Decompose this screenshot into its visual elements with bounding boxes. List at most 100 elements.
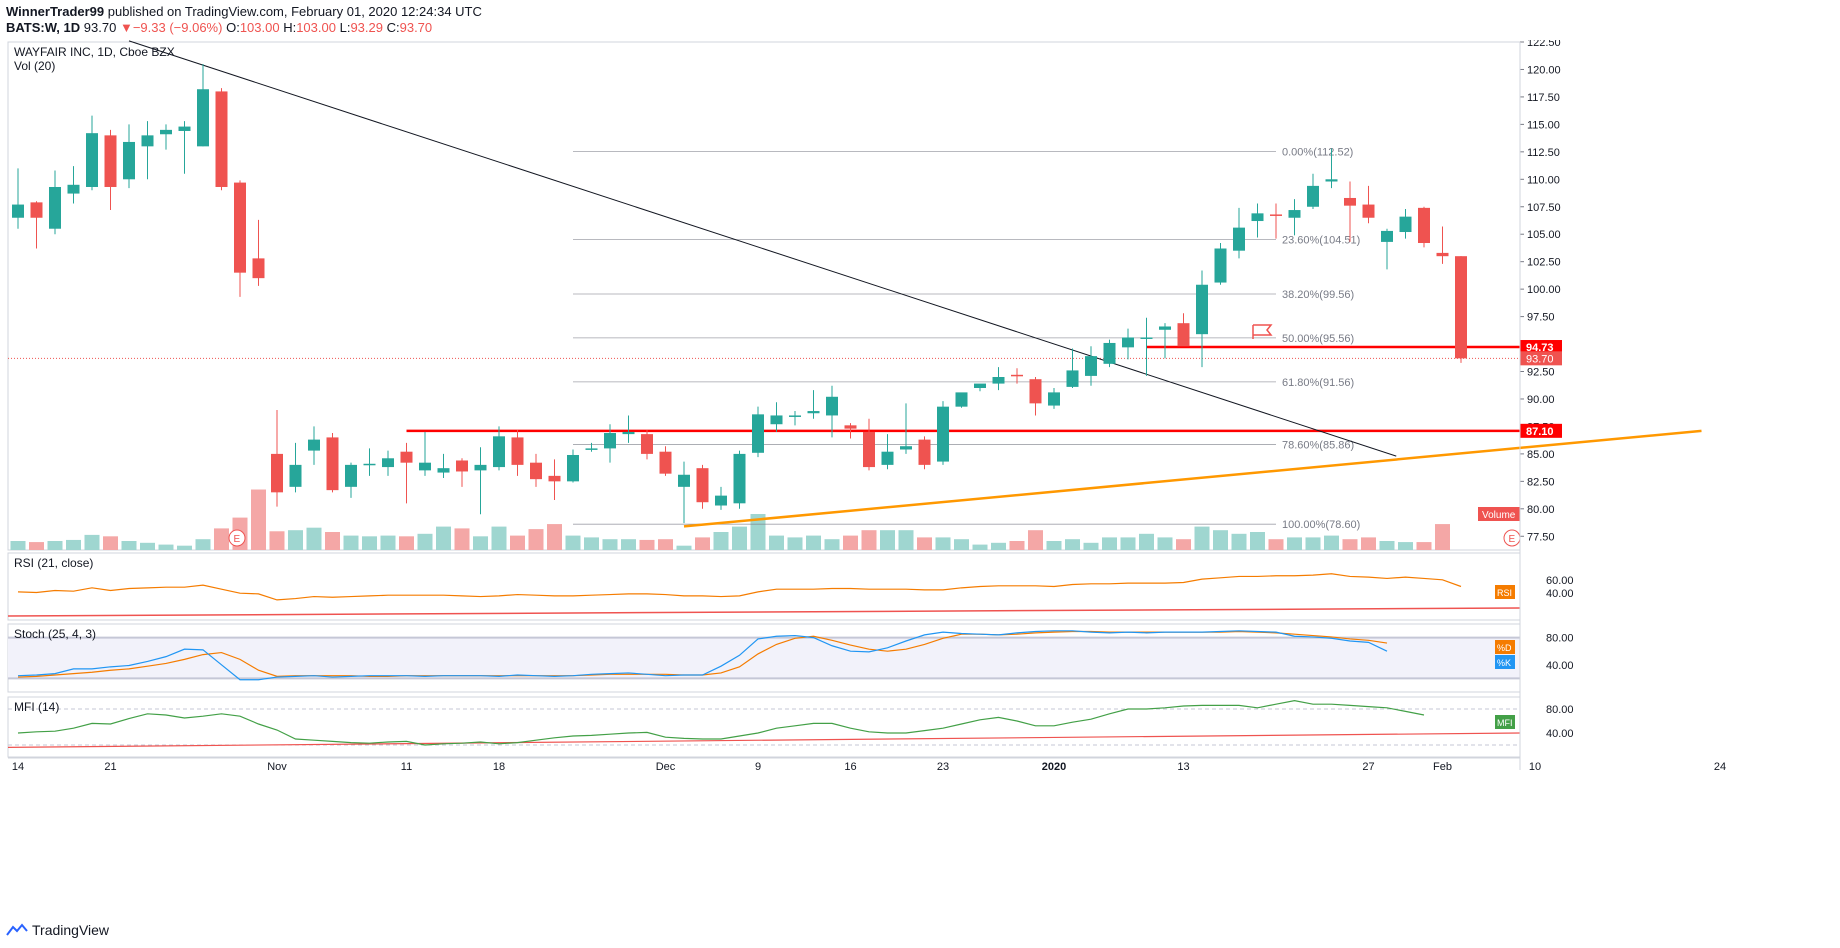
volume-bar [1139, 533, 1154, 550]
indicator-label: RSI (21, close) [14, 556, 93, 570]
volume-bar [1157, 537, 1173, 550]
candle-body [1196, 284, 1208, 335]
x-tick-label: 13 [1177, 761, 1189, 773]
fib-level-label: 23.60%(104.51) [1282, 235, 1360, 247]
tradingview-logo-icon [6, 923, 28, 936]
y-tick-label: 115.00 [1527, 119, 1560, 131]
price-change: −9.33 (−9.06%) [132, 20, 223, 35]
volume-bar [1120, 537, 1136, 550]
y-tick-label: 110.00 [1527, 174, 1560, 186]
candle-body [104, 135, 117, 187]
fib-level-label: 38.20%(99.56) [1282, 289, 1354, 301]
x-tick-label: 10 [1529, 761, 1541, 773]
close-value: 93.70 [399, 20, 433, 35]
candle-body [160, 129, 172, 135]
volume-bar [29, 542, 44, 550]
candle-body [696, 468, 709, 503]
volume-bar [1176, 539, 1191, 550]
x-tick-label: 11 [401, 761, 412, 773]
volume-bar [251, 489, 266, 550]
candle-body [548, 475, 561, 482]
volume-bar [547, 524, 562, 550]
candle-body [641, 434, 653, 454]
y-tick-label: 102.50 [1527, 257, 1561, 269]
volume-bar [1361, 537, 1376, 550]
candle-body [1307, 185, 1319, 207]
candle-body [1085, 356, 1097, 376]
chart-header: WinnerTrader99 published on TradingView.… [6, 4, 482, 36]
current-price-label: 93.70 [1526, 353, 1554, 365]
chart-canvas[interactable]: 122.50 120.00 117.50 115.00 112.50 110.00 107.… [0, 40, 1840, 920]
volume-bar [898, 530, 914, 550]
fib-level-label: 78.60%(85.86) [1282, 439, 1354, 451]
indicator-badge [1495, 640, 1515, 654]
volume-bar [750, 514, 766, 550]
candle-body [271, 453, 283, 493]
low-value: 93.29 [350, 20, 383, 35]
candle-body [86, 133, 98, 187]
price-level-badge [1520, 340, 1562, 355]
volume-bar [565, 535, 581, 550]
candle-body [585, 448, 598, 450]
indicator-badge-label: RSI [1497, 588, 1512, 598]
candle-body [733, 453, 746, 504]
open-value: 103.00 [239, 20, 280, 35]
indicator-tick-label: 40.00 [1546, 660, 1574, 672]
x-tick-label: 14 [12, 761, 24, 773]
author[interactable]: WinnerTrader99 [6, 4, 105, 19]
volume-bar [1287, 537, 1302, 550]
indicator-tick-label: 60.00 [1546, 575, 1574, 587]
candle-body [604, 433, 616, 449]
candle-body [12, 204, 24, 218]
volume-bar [288, 530, 303, 550]
volume-bar [1324, 535, 1339, 550]
flag-icon [1252, 324, 1273, 339]
candle-body [123, 141, 135, 180]
volume-bar [1065, 539, 1080, 550]
volume-bar [343, 535, 359, 550]
candle-body [530, 462, 542, 480]
candle-body [141, 135, 154, 147]
price-level-badge [1520, 423, 1562, 438]
stoch-band [8, 637, 1520, 679]
volume-bar [1231, 533, 1247, 550]
x-tick-label: Feb [1433, 761, 1452, 773]
indicator-line [17, 699, 1425, 746]
candle-body [197, 89, 209, 147]
indicator-badge-label: %K [1497, 658, 1511, 668]
volume-bar [528, 529, 544, 550]
candle-body [1214, 248, 1227, 283]
candle-body [308, 439, 320, 451]
publish-line: WinnerTrader99 published on TradingView.… [6, 4, 482, 20]
volume-bar [1398, 542, 1413, 550]
candle-body [1066, 370, 1079, 387]
volume-bar [1416, 542, 1432, 550]
x-tick-label: Nov [267, 761, 287, 773]
candle-body [1048, 392, 1060, 406]
candle-body [752, 414, 764, 453]
published-text: published on TradingView.com, February 0… [107, 4, 482, 19]
volume-bar [584, 537, 599, 550]
y-tick-label: 97.50 [1527, 312, 1555, 324]
candle-body [937, 406, 949, 462]
volume-bar [732, 526, 747, 550]
downtrend-line [128, 40, 1397, 457]
candle-body [567, 454, 579, 482]
indicator-tick-label: 40.00 [1546, 728, 1574, 740]
price-level-badge-label: 94.73 [1526, 342, 1554, 354]
low-label: L: [339, 20, 351, 35]
chart-title: WAYFAIR INC, 1D, Cboe BZX [14, 45, 175, 59]
candle-body [493, 436, 505, 468]
candle-body [67, 184, 80, 194]
candle-body [1381, 230, 1393, 242]
volume-bar [121, 541, 137, 550]
x-tick-label: Dec [656, 761, 676, 773]
volume-bar [1305, 537, 1321, 550]
brand-name[interactable]: TradingView [32, 922, 110, 938]
y-tick-label: 85.00 [1527, 449, 1555, 461]
candle-body [1140, 337, 1153, 339]
candle-body [974, 383, 986, 388]
volume-bar [658, 539, 673, 550]
candle-body [1159, 326, 1171, 330]
volume-bar [306, 527, 322, 550]
